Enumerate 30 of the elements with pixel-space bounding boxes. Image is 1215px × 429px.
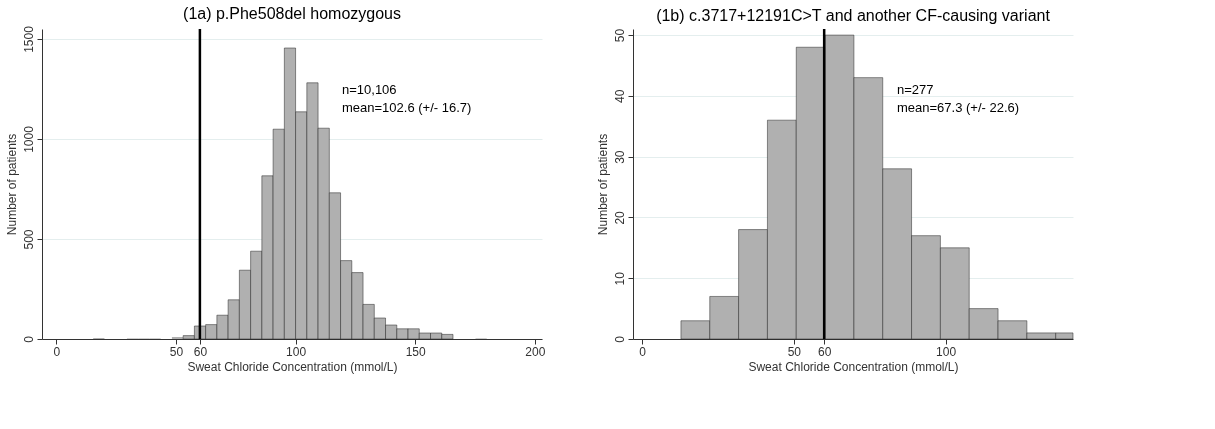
x-tick-label: 150 xyxy=(405,344,427,359)
x-axis-title: Sweat Chloride Concentration (mmol/L) xyxy=(748,359,959,374)
x-tick-label: 60 xyxy=(817,344,832,359)
annotation: n=10,106 xyxy=(342,82,397,97)
y-tick-label: 10 xyxy=(612,271,627,286)
y-axis-title: Number of patients xyxy=(595,133,610,236)
x-tick-label: 50 xyxy=(787,344,802,359)
y-tick-label: 0 xyxy=(612,335,627,343)
y-tick-label: 40 xyxy=(612,89,627,104)
y-tick-label: 1000 xyxy=(21,125,36,153)
chart-title: (1a) p.Phe508del homozygous xyxy=(183,4,401,22)
y-tick-label: 1500 xyxy=(21,25,36,53)
y-tick-label: 0 xyxy=(21,335,36,343)
x-tick-label: 100 xyxy=(286,344,307,359)
y-tick-label: 30 xyxy=(612,150,627,164)
x-axis-title: Sweat Chloride Concentration (mmol/L) xyxy=(187,359,398,374)
x-tick-label: 100 xyxy=(936,344,957,359)
y-tick-label: 500 xyxy=(21,229,36,250)
y-axis-title: Number of patients xyxy=(4,133,19,236)
annotation: mean=102.6 (+/- 16.7) xyxy=(342,100,472,115)
x-tick-label: 50 xyxy=(169,344,184,359)
y-tick-label: 50 xyxy=(612,28,627,43)
y-tick-label: 20 xyxy=(612,210,627,225)
annotation: mean=67.3 (+/- 22.6) xyxy=(897,100,1020,115)
x-tick-label: 0 xyxy=(639,344,647,359)
chart-title: (1b) c.3717+12191C>T and another CF-causing variant xyxy=(656,6,1051,24)
x-tick-label: 60 xyxy=(193,344,208,359)
x-tick-label: 200 xyxy=(525,344,546,359)
x-tick-label: 0 xyxy=(53,344,61,359)
annotation: n=277 xyxy=(897,82,934,97)
